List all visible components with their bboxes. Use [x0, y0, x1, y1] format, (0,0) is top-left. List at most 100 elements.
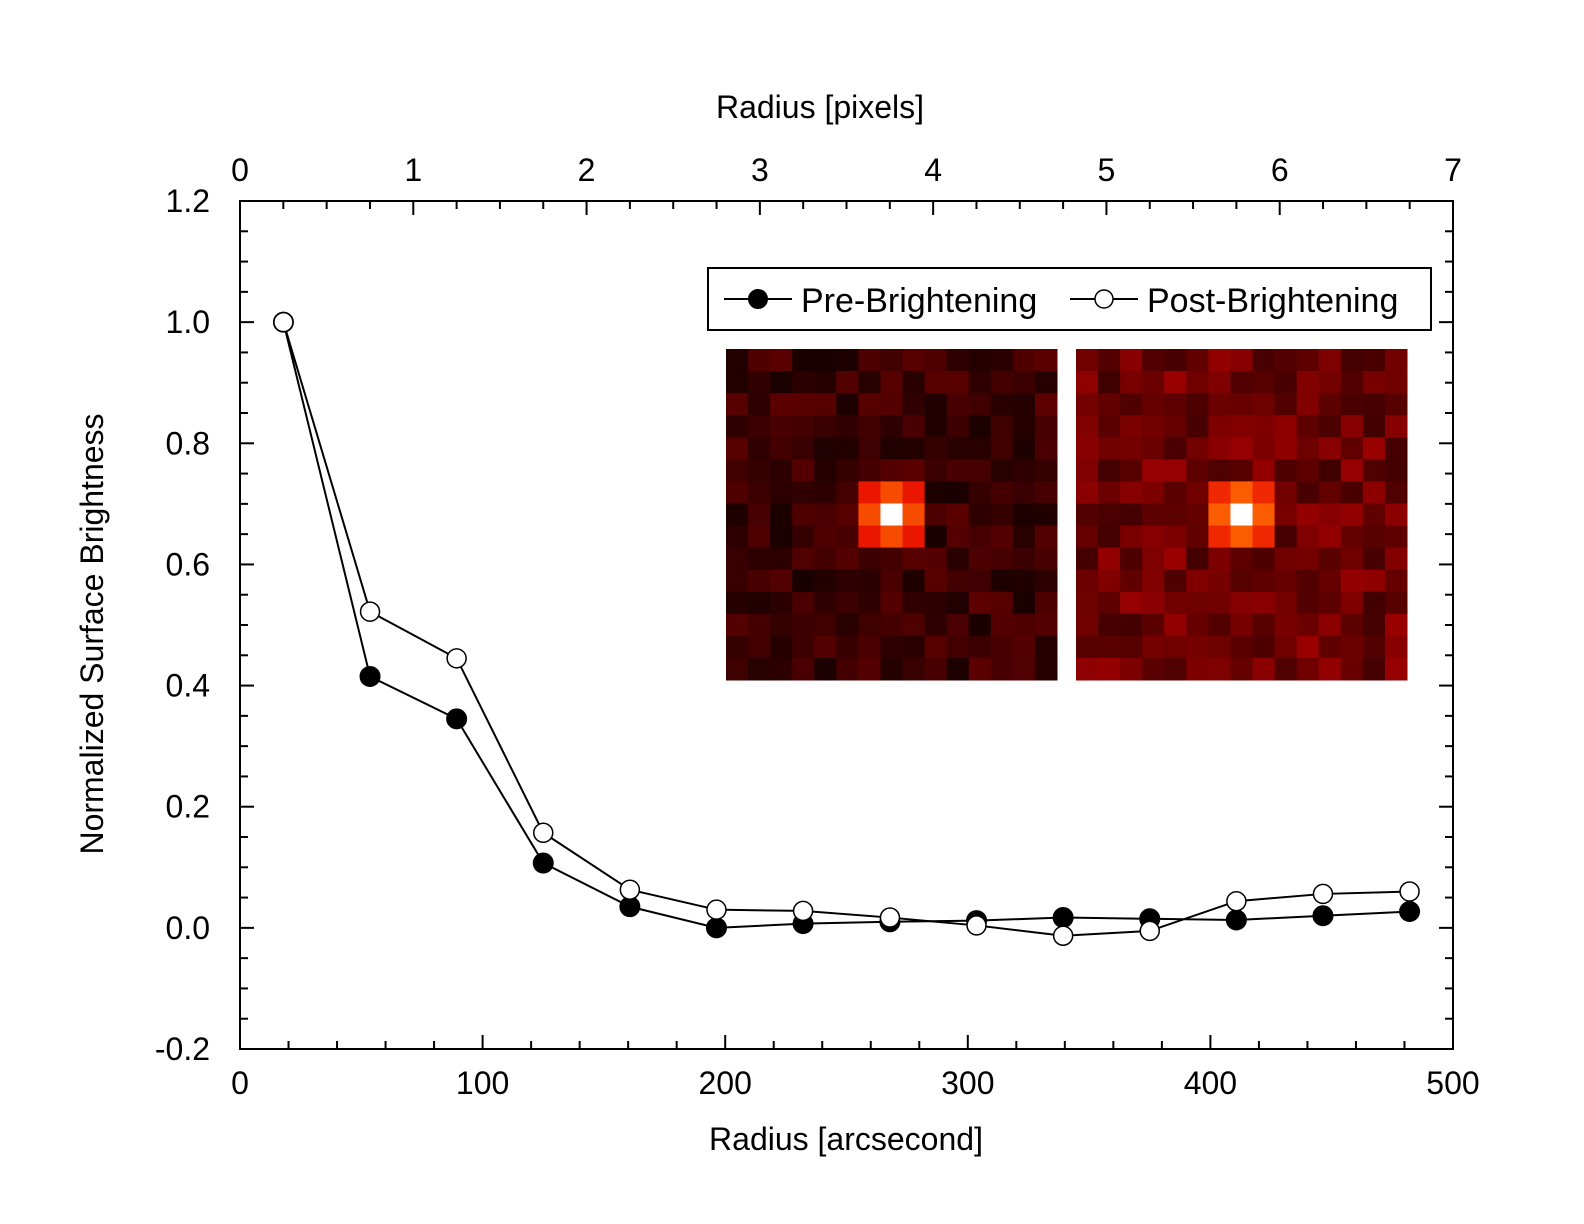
legend-marker-pre	[748, 289, 768, 309]
inset-pixel	[792, 503, 815, 527]
inset-pixel	[1340, 393, 1364, 416]
inset-pixel	[726, 525, 749, 549]
inset-pixel	[1034, 547, 1058, 571]
inset-pixel	[990, 525, 1014, 549]
inset-pixel	[792, 437, 815, 460]
inset-pixel	[1142, 657, 1165, 681]
inset-pixel	[1186, 459, 1209, 482]
inset-pixel	[770, 635, 793, 659]
inset-pixel	[858, 481, 881, 504]
inset-pixel	[814, 349, 837, 372]
inset-pixel	[814, 437, 837, 460]
inset-pixel	[902, 503, 926, 527]
inset-pixel	[770, 547, 793, 571]
inset-pixel	[1274, 481, 1298, 504]
inset-pixel	[1252, 437, 1276, 460]
inset-pixel	[1252, 613, 1276, 637]
inset-pixel	[990, 393, 1014, 416]
inset-pixel	[1340, 481, 1364, 504]
inset-pixel	[770, 613, 793, 637]
post-brightening-point	[879, 907, 901, 928]
pre-brightening-point	[1312, 905, 1334, 927]
inset-pixel	[1362, 393, 1386, 416]
inset-pixel	[836, 657, 859, 681]
inset-pixel	[1384, 547, 1408, 571]
inset-pixel	[726, 569, 749, 593]
inset-pixel	[1076, 635, 1099, 659]
inset-pixel	[1098, 547, 1121, 571]
inset-pixel	[1274, 613, 1298, 637]
inset-pixel	[1164, 613, 1187, 637]
inset-pixel	[1362, 437, 1386, 460]
inset-pixel	[1120, 371, 1143, 394]
inset-pixel	[1164, 503, 1187, 527]
inset-pixel	[770, 371, 793, 394]
inset-pixel	[1318, 591, 1342, 615]
inset-pixel	[1274, 635, 1298, 659]
inset-pixel	[836, 415, 859, 438]
inset-pixel	[946, 393, 970, 416]
inset-pixel	[1142, 525, 1165, 549]
inset-pixel	[1120, 613, 1143, 637]
pre-brightening-point	[1225, 909, 1247, 931]
inset-pixel	[946, 481, 970, 504]
inset-pixel	[814, 547, 837, 571]
inset-pixel	[1142, 437, 1165, 460]
inset-pixel	[1362, 591, 1386, 615]
inset-pixel	[1274, 349, 1298, 372]
inset-pixel	[946, 657, 970, 681]
inset-pixel	[946, 437, 970, 460]
inset-pixel	[1296, 393, 1320, 416]
inset-pixel	[924, 613, 948, 637]
inset-pixel	[1340, 349, 1364, 372]
inset-pixel	[1186, 503, 1209, 527]
inset-pixel	[1362, 525, 1386, 549]
inset-pixel	[946, 635, 970, 659]
inset-pixel	[1362, 613, 1386, 637]
inset-pixel	[1340, 657, 1364, 681]
pre-brightening-point	[1399, 901, 1421, 923]
inset-pixel	[858, 635, 881, 659]
inset-pixel	[748, 393, 771, 416]
legend: Pre-Brightening Post-Brightening	[707, 267, 1432, 331]
pre-brightening-point	[359, 665, 381, 687]
inset-pixel	[1142, 503, 1165, 527]
inset-pixel	[726, 415, 749, 438]
inset-pixel	[1164, 591, 1187, 615]
inset-pixel	[1012, 503, 1036, 527]
inset-pixel	[880, 547, 904, 571]
inset-pixel	[836, 459, 859, 482]
inset-pixel	[726, 437, 749, 460]
inset-pixel	[924, 503, 948, 527]
inset-pixel	[858, 613, 881, 637]
inset-pixel	[748, 415, 771, 438]
inset-pixel	[902, 349, 926, 372]
inset-pixel	[1098, 459, 1121, 482]
inset-pixel	[1208, 591, 1231, 615]
inset-pixel	[946, 349, 970, 372]
inset-pixel	[946, 613, 970, 637]
inset-pixel	[792, 415, 815, 438]
post-brightening-point	[533, 822, 554, 844]
inset-pixel	[1164, 371, 1187, 394]
inset-pixel	[924, 349, 948, 372]
inset-pixel	[814, 613, 837, 637]
inset-pixel	[1340, 635, 1364, 659]
inset-pixel	[1230, 481, 1254, 504]
inset-pixel	[836, 393, 859, 416]
inset-pixel	[1208, 393, 1231, 416]
legend-marker-post	[1094, 289, 1114, 309]
inset-pixel	[1362, 547, 1386, 571]
inset-pixel	[792, 613, 815, 637]
inset-pixel	[814, 591, 837, 615]
inset-pixel	[1034, 349, 1058, 372]
inset-pixel	[792, 569, 815, 593]
inset-pixel	[858, 591, 881, 615]
inset-pixel	[1274, 437, 1298, 460]
top-tick-label: 1	[404, 152, 422, 188]
inset-pixel	[946, 547, 970, 571]
inset-pixel	[1252, 569, 1276, 593]
post-brightening-point	[619, 879, 641, 900]
inset-pixel	[836, 349, 859, 372]
inset-pixel	[924, 635, 948, 659]
